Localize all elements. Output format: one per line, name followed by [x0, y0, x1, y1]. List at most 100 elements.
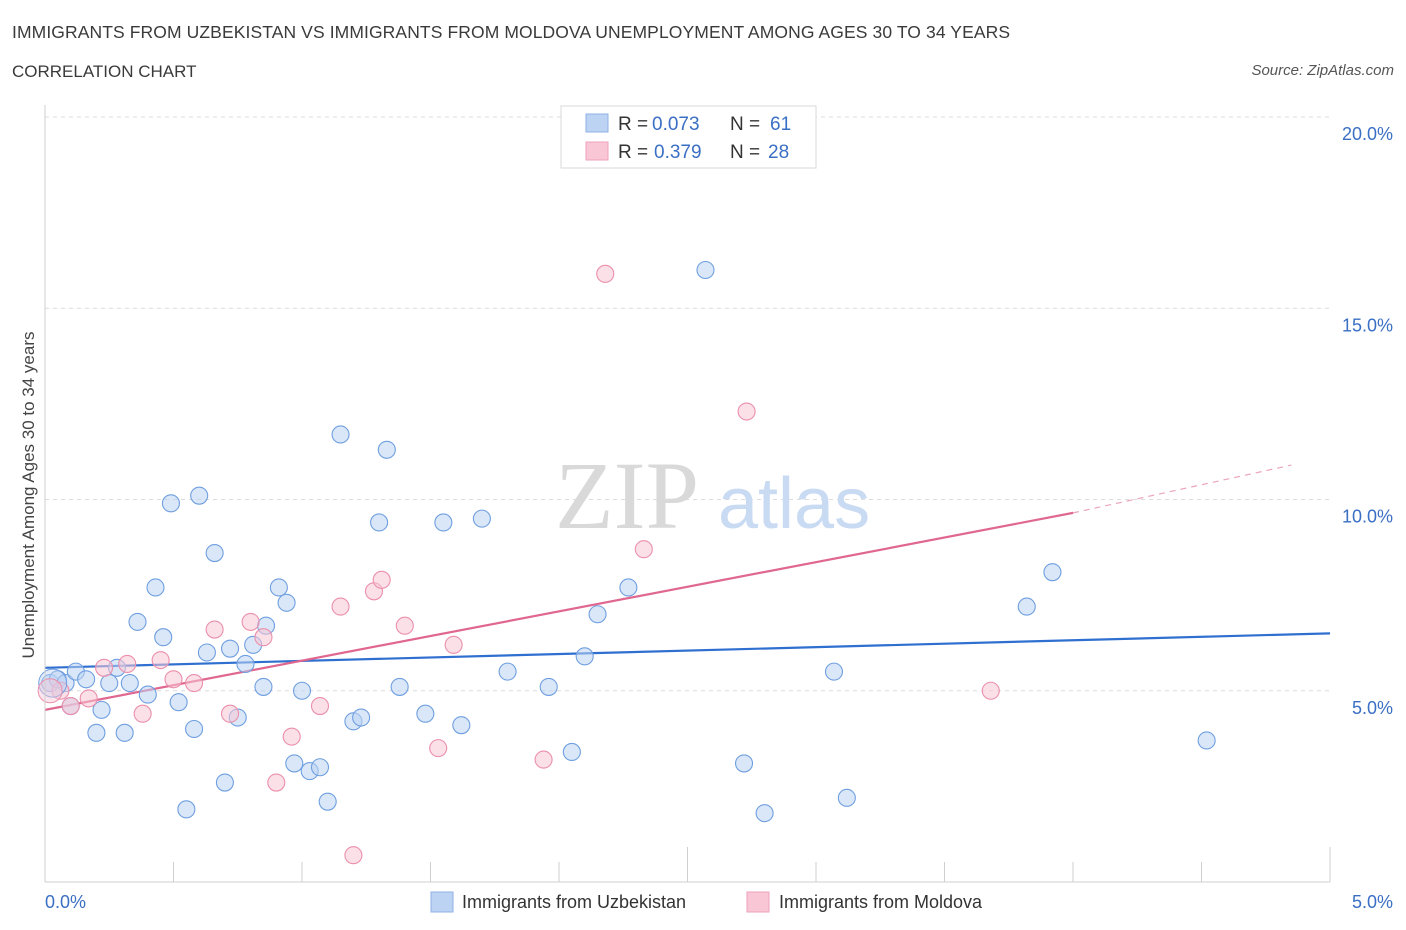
- point-moldova: [372, 570, 391, 589]
- point-uzbekistan: [318, 792, 337, 811]
- point-uzbekistan: [205, 543, 224, 563]
- point-uzbekistan: [837, 788, 856, 807]
- point-uzbekistan: [1017, 597, 1036, 616]
- point-moldova: [981, 681, 1000, 700]
- point-uzbekistan: [696, 260, 715, 280]
- trend-layer: [44, 464, 1331, 711]
- point-moldova: [331, 597, 350, 616]
- point-moldova: [596, 264, 615, 283]
- legend-r-value-uzbekistan: 0.073: [652, 114, 700, 135]
- legend-n-label-uzbekistan: N =: [730, 114, 760, 135]
- point-uzbekistan: [92, 700, 111, 719]
- legend-r-label-uzbekistan: R =: [618, 114, 648, 135]
- point-uzbekistan: [177, 800, 196, 819]
- trend-line-uzbekistan: [44, 632, 1331, 669]
- bottom-legend: Immigrants from Uzbekistan Immigrants fr…: [430, 891, 983, 913]
- grid-layer: [45, 116, 1330, 692]
- points-layer: [37, 260, 1216, 865]
- point-uzbekistan: [575, 647, 594, 666]
- point-moldova: [185, 674, 204, 693]
- point-moldova: [220, 704, 240, 723]
- point-uzbekistan: [100, 674, 119, 693]
- point-uzbekistan: [734, 754, 754, 773]
- point-uzbekistan: [169, 693, 188, 712]
- point-uzbekistan: [539, 677, 558, 696]
- point-uzbekistan: [755, 804, 774, 823]
- point-uzbekistan: [452, 716, 471, 735]
- y-tick-label: 5.0%: [1352, 698, 1393, 718]
- y-axis-title: Unemployment Among Ages 30 to 34 years: [19, 332, 38, 659]
- point-moldova: [444, 635, 463, 654]
- point-moldova: [344, 846, 363, 865]
- legend-r-label-moldova: R =: [618, 142, 648, 163]
- bottom-legend-swatch-moldova: [746, 891, 770, 913]
- point-moldova: [95, 658, 114, 677]
- point-moldova: [534, 750, 553, 769]
- point-uzbekistan: [254, 677, 273, 696]
- point-moldova: [310, 696, 330, 716]
- point-moldova: [133, 704, 152, 723]
- point-uzbekistan: [115, 723, 134, 742]
- point-uzbekistan: [1197, 731, 1216, 750]
- y-tick-label: 20.0%: [1342, 124, 1393, 144]
- y-tick-label: 15.0%: [1342, 315, 1393, 335]
- legend-n-value-uzbekistan: 61: [770, 114, 791, 135]
- point-uzbekistan: [331, 425, 350, 444]
- trend-line-moldova-extrapolated: [1072, 464, 1292, 514]
- point-moldova: [429, 739, 448, 758]
- source-credit: Source: ZipAtlas.com: [1251, 62, 1394, 79]
- axis-layer: 5.0% 10.0% 15.0% 20.0% 0.0% 5.0%: [44, 105, 1393, 912]
- point-uzbekistan: [370, 513, 389, 532]
- point-moldova: [395, 616, 414, 635]
- point-uzbekistan: [285, 754, 304, 773]
- point-uzbekistan: [310, 758, 330, 777]
- point-moldova: [51, 681, 70, 700]
- point-uzbekistan: [77, 670, 96, 689]
- point-uzbekistan: [185, 719, 204, 739]
- point-moldova: [241, 612, 260, 631]
- chart-subtitle: CORRELATION CHART: [12, 62, 197, 81]
- point-moldova: [61, 696, 80, 716]
- point-uzbekistan: [215, 773, 234, 792]
- point-uzbekistan: [154, 628, 173, 647]
- point-uzbekistan: [120, 674, 139, 693]
- point-uzbekistan: [472, 509, 491, 528]
- point-moldova: [737, 402, 756, 421]
- watermark-atlas: atlas: [718, 464, 870, 544]
- point-moldova: [151, 651, 170, 670]
- point-uzbekistan: [352, 708, 371, 727]
- point-uzbekistan: [277, 593, 296, 612]
- point-moldova: [254, 628, 273, 647]
- point-moldova: [79, 689, 98, 708]
- legend-n-value-moldova: 28: [768, 142, 789, 163]
- point-uzbekistan: [190, 486, 209, 505]
- point-moldova: [282, 727, 301, 746]
- legend-n-label-moldova: N =: [730, 142, 760, 163]
- point-uzbekistan: [292, 681, 312, 700]
- point-uzbekistan: [498, 662, 517, 681]
- watermark: ZIP atlas: [555, 442, 870, 549]
- bottom-legend-swatch-uzbekistan: [430, 891, 454, 913]
- chart-title: IMMIGRANTS FROM UZBEKISTAN VS IMMIGRANTS…: [12, 22, 1011, 42]
- legend-box: R = 0.073 N = 61 R = 0.379 N = 28: [560, 105, 817, 169]
- bottom-legend-label-moldova: Immigrants from Moldova: [779, 892, 983, 912]
- point-uzbekistan: [377, 440, 396, 459]
- point-moldova: [267, 773, 286, 792]
- point-cluster-uzbekistan: [38, 668, 68, 698]
- legend-r-value-moldova: 0.379: [654, 142, 702, 163]
- point-uzbekistan: [197, 643, 216, 662]
- point-moldova: [634, 540, 653, 559]
- point-uzbekistan: [416, 704, 435, 723]
- point-uzbekistan: [562, 742, 581, 762]
- point-uzbekistan: [269, 578, 288, 597]
- point-uzbekistan: [161, 494, 180, 513]
- point-uzbekistan: [1043, 563, 1062, 582]
- point-uzbekistan: [619, 578, 638, 597]
- point-uzbekistan: [236, 654, 255, 674]
- x-tick-label-min: 0.0%: [45, 892, 86, 912]
- point-moldova: [118, 654, 137, 674]
- point-uzbekistan: [220, 639, 240, 658]
- legend-swatch-uzbekistan: [585, 113, 609, 133]
- point-uzbekistan: [128, 612, 147, 631]
